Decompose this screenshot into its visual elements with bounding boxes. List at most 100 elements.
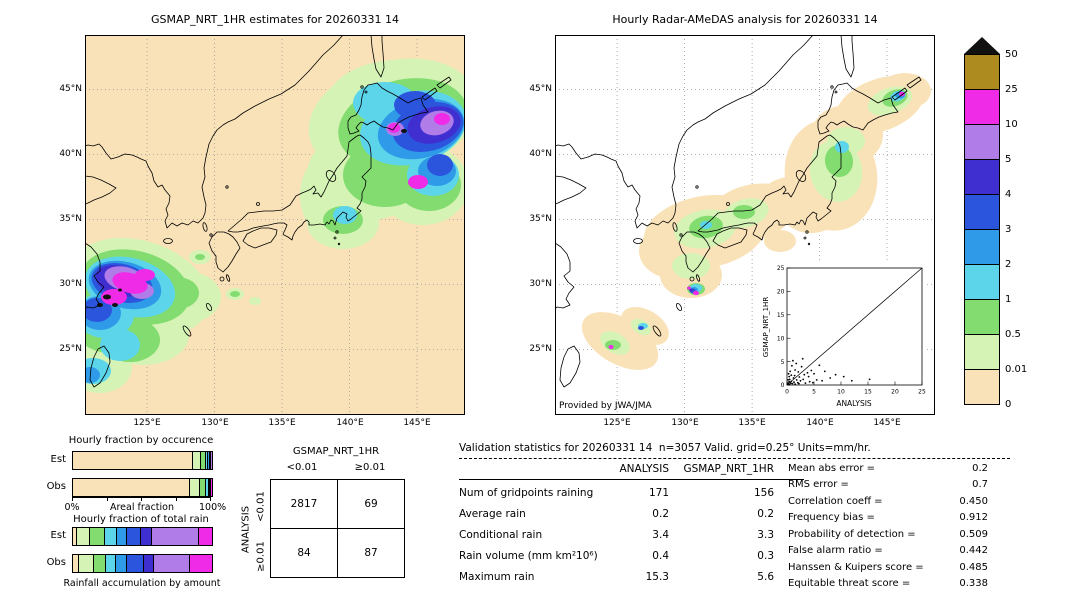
stat-label: Equitable threat score = bbox=[788, 578, 911, 590]
lat-tick: 45°N bbox=[59, 84, 82, 94]
bar-segment bbox=[200, 452, 206, 469]
bar-segment bbox=[210, 452, 212, 469]
gsmap-estimate-map bbox=[85, 35, 465, 415]
contingency-cell: 87 bbox=[337, 528, 405, 578]
table-row: Rain volume (mm km²10⁶) 0.4 0.3 bbox=[459, 545, 774, 566]
inset-ticks: 0 5 10 15 20 25 0 5 10 15 20 25 bbox=[777, 265, 926, 395]
scatter-point bbox=[788, 378, 791, 381]
bar-segment bbox=[189, 555, 212, 572]
bar-segment bbox=[208, 452, 211, 469]
scatter-point bbox=[790, 380, 793, 383]
scatter-point bbox=[803, 373, 806, 376]
lat-tick: 35°N bbox=[529, 214, 552, 224]
colorbar-cell bbox=[964, 194, 1000, 230]
scatter-point bbox=[834, 373, 837, 376]
contingency-cell: 84 bbox=[270, 528, 338, 578]
occurrence-bar-est bbox=[72, 451, 213, 470]
scatter-point bbox=[790, 374, 793, 377]
scatter-point bbox=[788, 380, 791, 383]
bar-segment bbox=[104, 528, 118, 545]
scatter-point bbox=[789, 382, 792, 384]
list-item: RMS error = 0.7 bbox=[788, 477, 988, 494]
stat-label: Conditional rain bbox=[459, 528, 543, 541]
contingency-table: 2817 69 84 87 bbox=[270, 479, 405, 578]
svg-text:15: 15 bbox=[777, 312, 785, 319]
inset-xlabel: ANALYSIS bbox=[836, 399, 872, 408]
occurrence-chart-title: Hourly fraction by occurence bbox=[68, 435, 214, 446]
lat-tick: 30°N bbox=[59, 279, 82, 289]
radar-amedas-map: 0 5 10 15 20 25 0 5 10 15 20 25 ANALYSIS GSMAP_NRT_… bbox=[555, 35, 935, 415]
bar-segment bbox=[211, 479, 213, 496]
scatter-point bbox=[787, 372, 790, 375]
bar-segment bbox=[127, 555, 144, 572]
stat-value: 0.7 bbox=[972, 479, 988, 491]
bar-segment bbox=[106, 555, 117, 572]
colorbar-over-triangle bbox=[964, 37, 1000, 54]
analysis-value: 15.3 bbox=[645, 570, 669, 583]
lon-tick: 140°E bbox=[336, 418, 364, 428]
total-rain-bar-obs bbox=[72, 554, 213, 573]
colorbar-cell bbox=[964, 299, 1000, 335]
scatter-point bbox=[793, 374, 796, 377]
analysis-value: 0.2 bbox=[652, 507, 669, 520]
lat-tick: 25°N bbox=[529, 344, 552, 354]
lat-tick: 40°N bbox=[529, 149, 552, 159]
colorbar-label: 25 bbox=[1005, 84, 1018, 95]
bar-segment bbox=[153, 555, 190, 572]
analysis-value: 171 bbox=[648, 486, 669, 499]
lon-tick: 130°E bbox=[671, 418, 699, 428]
stat-label: Correlation coeff = bbox=[788, 495, 883, 507]
precipitation-overlay bbox=[85, 58, 465, 393]
stat-label: Maximum rain bbox=[459, 570, 535, 583]
lon-tick: 135°E bbox=[268, 418, 296, 428]
lat-tick: 40°N bbox=[59, 149, 82, 159]
scatter-point bbox=[801, 357, 804, 360]
stat-value: 0.509 bbox=[959, 528, 988, 540]
stat-value: 0.450 bbox=[959, 495, 988, 507]
stat-label: Average rain bbox=[459, 507, 526, 520]
map-credit: Provided by JWA/JMA bbox=[559, 401, 652, 411]
colorbar-label: 0.01 bbox=[1005, 364, 1028, 375]
total-rain-bar-est bbox=[72, 527, 213, 546]
row-label-obs: Obs bbox=[46, 557, 66, 568]
scatter-point bbox=[793, 381, 795, 384]
header-underline bbox=[459, 479, 804, 480]
svg-text:10: 10 bbox=[777, 335, 785, 342]
bar-segment bbox=[93, 555, 107, 572]
stat-value: 0.442 bbox=[959, 545, 988, 557]
list-item: Hanssen & Kuipers score = 0.485 bbox=[788, 559, 988, 576]
scatter-point bbox=[807, 375, 810, 378]
bar-segment bbox=[199, 528, 212, 545]
gsmap-value: 0.3 bbox=[757, 549, 774, 562]
scatter-point bbox=[813, 372, 815, 375]
list-item: False alarm ratio = 0.442 bbox=[788, 543, 988, 560]
validation-title: Validation statistics for 20260331 14 n=… bbox=[459, 442, 871, 454]
bar-segment bbox=[73, 528, 78, 545]
scatter-point bbox=[850, 379, 853, 382]
scatter-point bbox=[798, 382, 800, 385]
analysis-value: 0.4 bbox=[652, 549, 669, 562]
svg-text:20: 20 bbox=[891, 389, 899, 396]
scatter-point bbox=[798, 376, 801, 378]
colorbar-cell bbox=[964, 159, 1000, 195]
divider bbox=[459, 458, 1010, 459]
scatter-point bbox=[818, 364, 821, 367]
colorbar-label: 4 bbox=[1005, 189, 1012, 200]
row-label-est: Est bbox=[50, 530, 66, 541]
lon-tick: 125°E bbox=[133, 418, 161, 428]
gsmap-value: 3.3 bbox=[757, 528, 774, 541]
scatter-point bbox=[800, 365, 803, 368]
table-row: Num of gridpoints raining 171 156 bbox=[459, 482, 774, 503]
axis-min-label: 0% bbox=[64, 502, 80, 513]
scatter-point bbox=[799, 379, 802, 382]
table-row: Average rain 0.2 0.2 bbox=[459, 503, 774, 524]
inset-scatter-plot: 0 5 10 15 20 25 0 5 10 15 20 25 ANALYSIS GSMAP_NRT_… bbox=[758, 261, 926, 412]
colorbar-label: 1 bbox=[1005, 294, 1012, 305]
scatter-point bbox=[792, 359, 794, 362]
contingency-col-group: GSMAP_NRT_1HR bbox=[292, 446, 380, 457]
colorbar-cell bbox=[964, 89, 1000, 125]
bar-segment bbox=[152, 528, 200, 545]
validation-rows: Num of gridpoints raining 171 156 Average … bbox=[459, 482, 774, 587]
colorbar-label: 0.5 bbox=[1005, 329, 1021, 340]
